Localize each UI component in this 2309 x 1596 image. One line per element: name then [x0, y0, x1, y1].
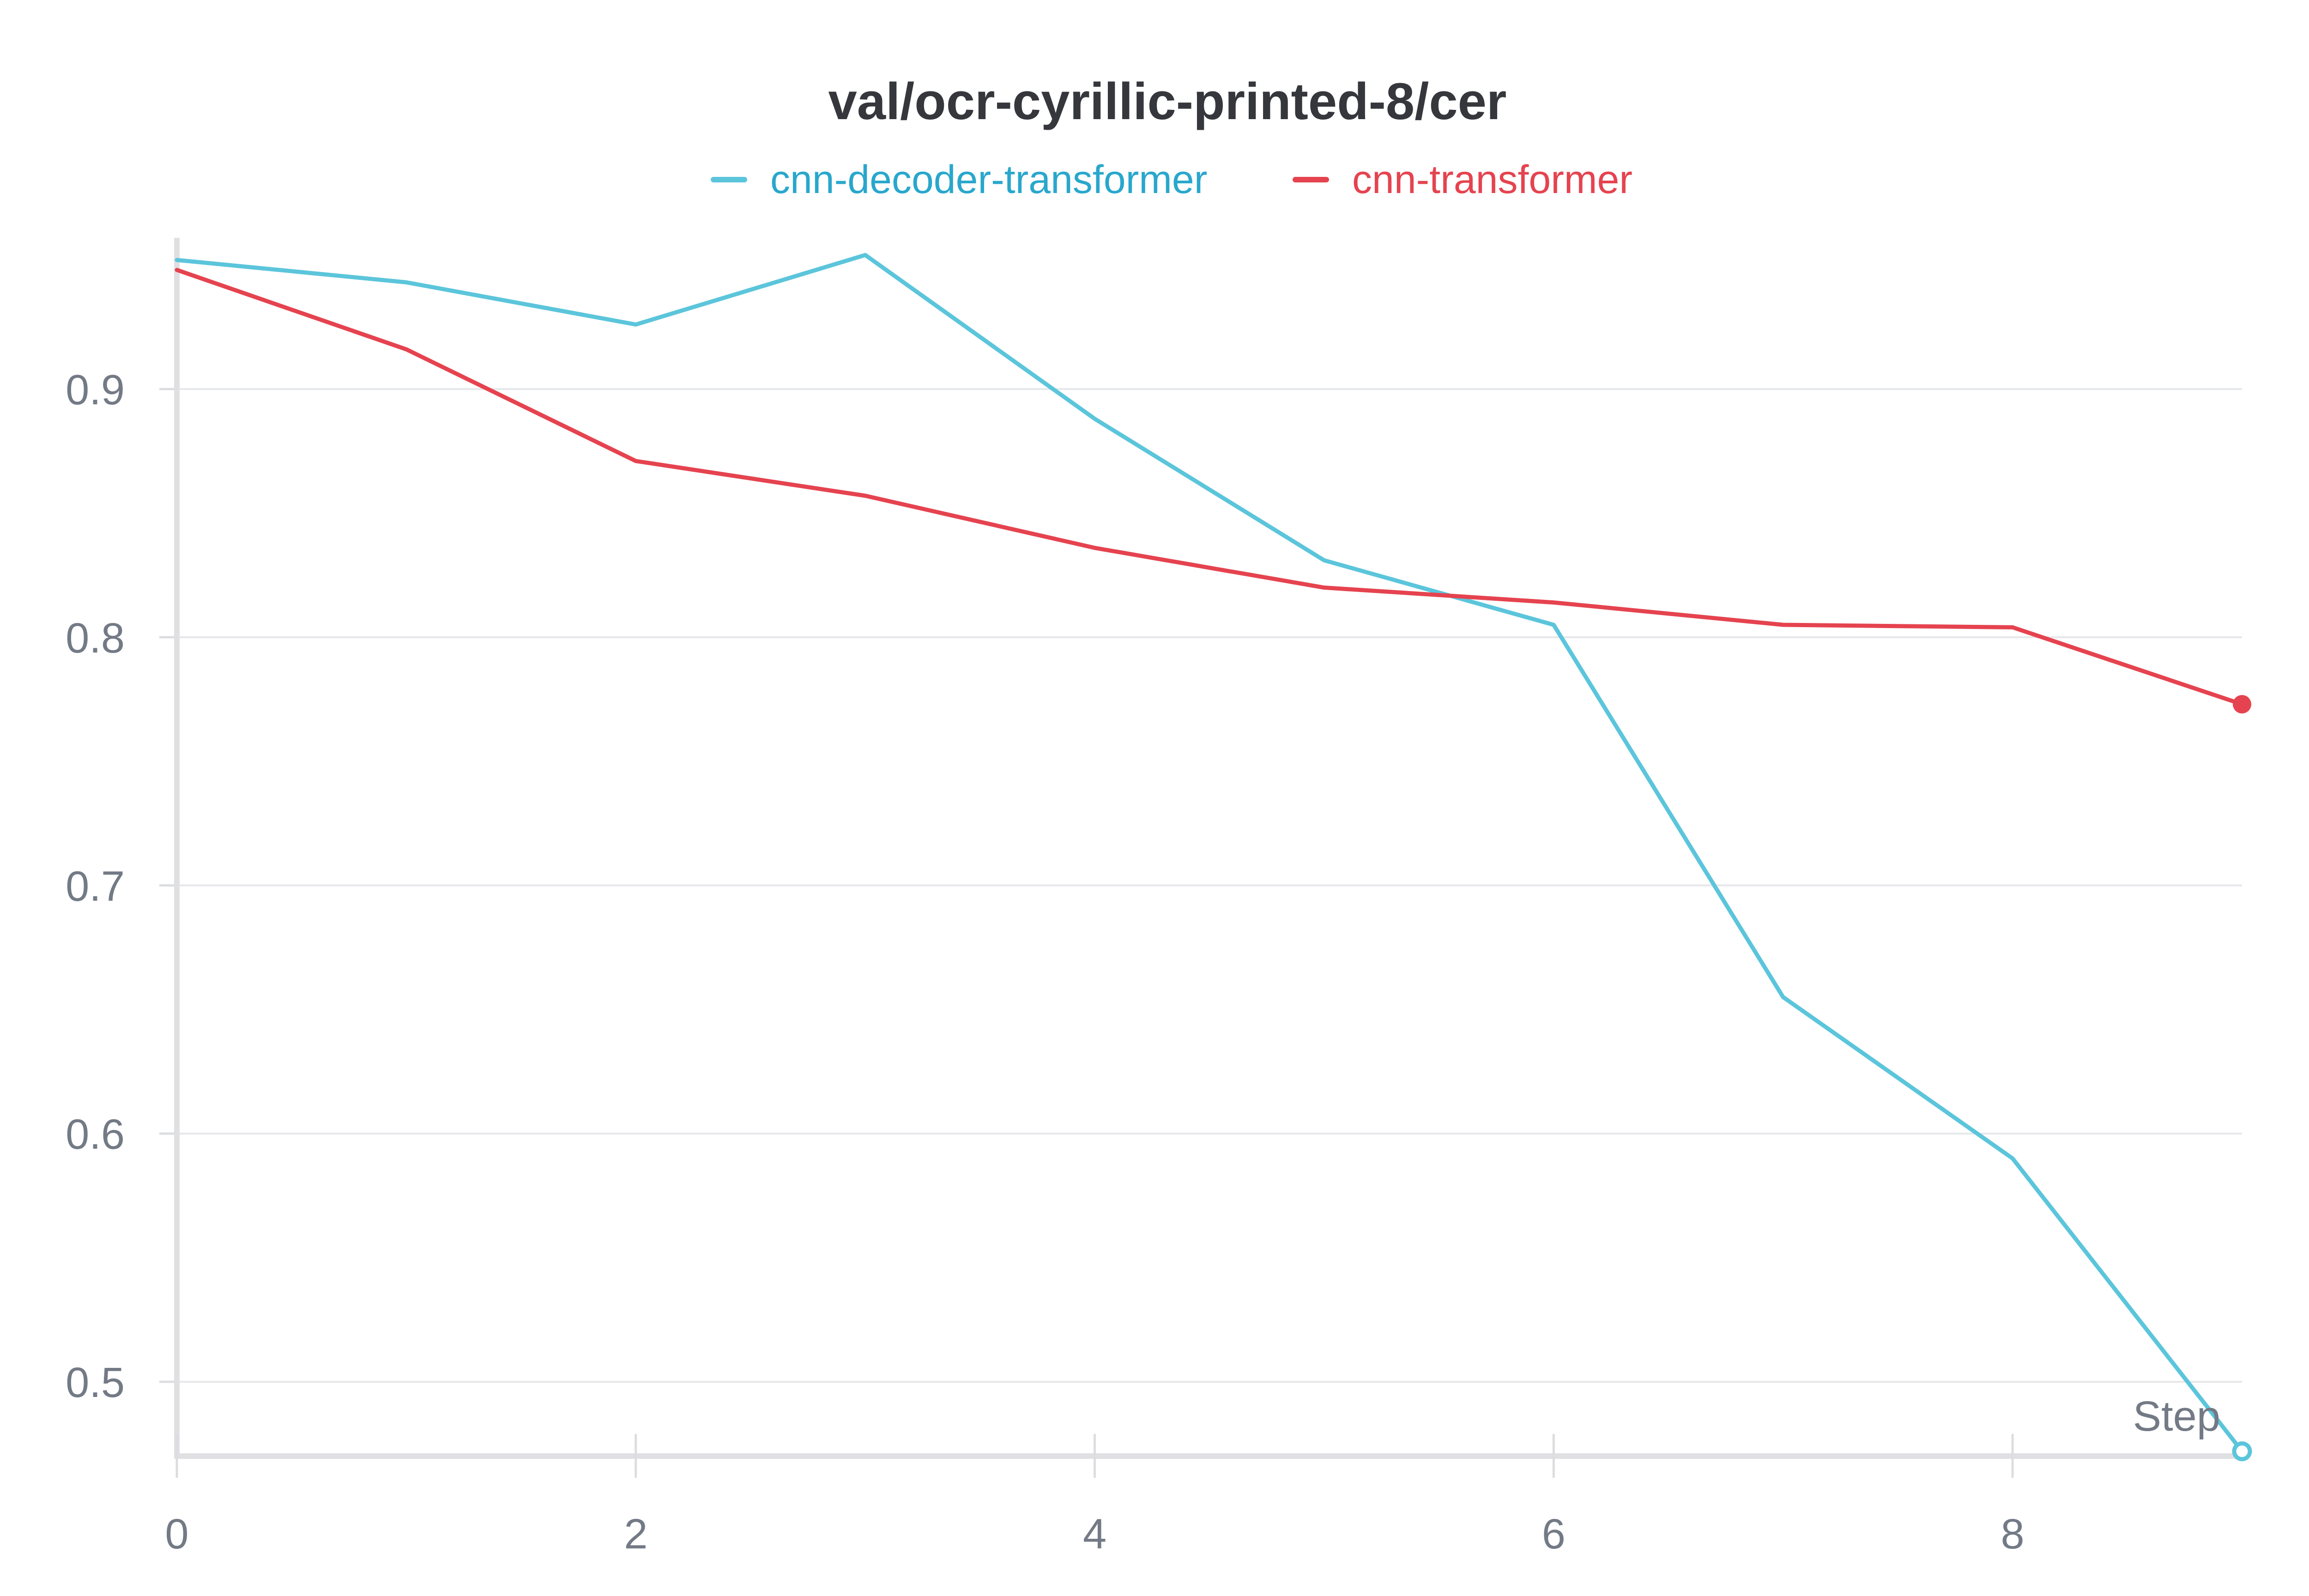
x-tick-label: 8	[2001, 1511, 2025, 1558]
legend-item-cnn-transformer[interactable]: cnn-transformer	[1293, 157, 1632, 202]
tick-labels: 0.5 0.6 0.7 0.8 0.9 0 2 4 6 8	[66, 366, 2025, 1558]
legend-item-cnn-decoder-transformer[interactable]: cnn-decoder-transformer	[711, 157, 1207, 202]
y-tick-label: 0.6	[66, 1111, 125, 1158]
legend-label-cnn-decoder-transformer: cnn-decoder-transformer	[770, 157, 1207, 202]
axes	[159, 238, 2242, 1478]
x-tick-label: 2	[624, 1511, 647, 1558]
legend: cnn-decoder-transformer cnn-transformer	[711, 157, 1632, 202]
y-tick-label: 0.7	[66, 863, 125, 910]
y-tick-label: 0.9	[66, 366, 125, 413]
series-endpoint-cnn-transformer[interactable]	[2233, 695, 2251, 713]
grid	[177, 388, 2242, 1383]
y-tick-label: 0.5	[66, 1359, 125, 1406]
x-tick-label: 6	[1542, 1511, 1566, 1558]
y-tick-label: 0.8	[66, 615, 125, 662]
x-tick-label: 0	[165, 1511, 188, 1558]
legend-label-cnn-transformer: cnn-transformer	[1352, 157, 1632, 202]
series-endpoint-cnn-decoder-transformer[interactable]	[2232, 1441, 2252, 1462]
x-tick-label: 4	[1083, 1511, 1106, 1558]
series-line-cnn-transformer[interactable]	[175, 268, 2244, 707]
series-lines	[175, 253, 2252, 1462]
chart-title: val/ocr-cyrillic-printed-8/cer	[828, 73, 1506, 130]
series-line-cnn-decoder-transformer[interactable]	[175, 253, 2244, 1454]
x-axis-title: Step	[2133, 1393, 2220, 1440]
